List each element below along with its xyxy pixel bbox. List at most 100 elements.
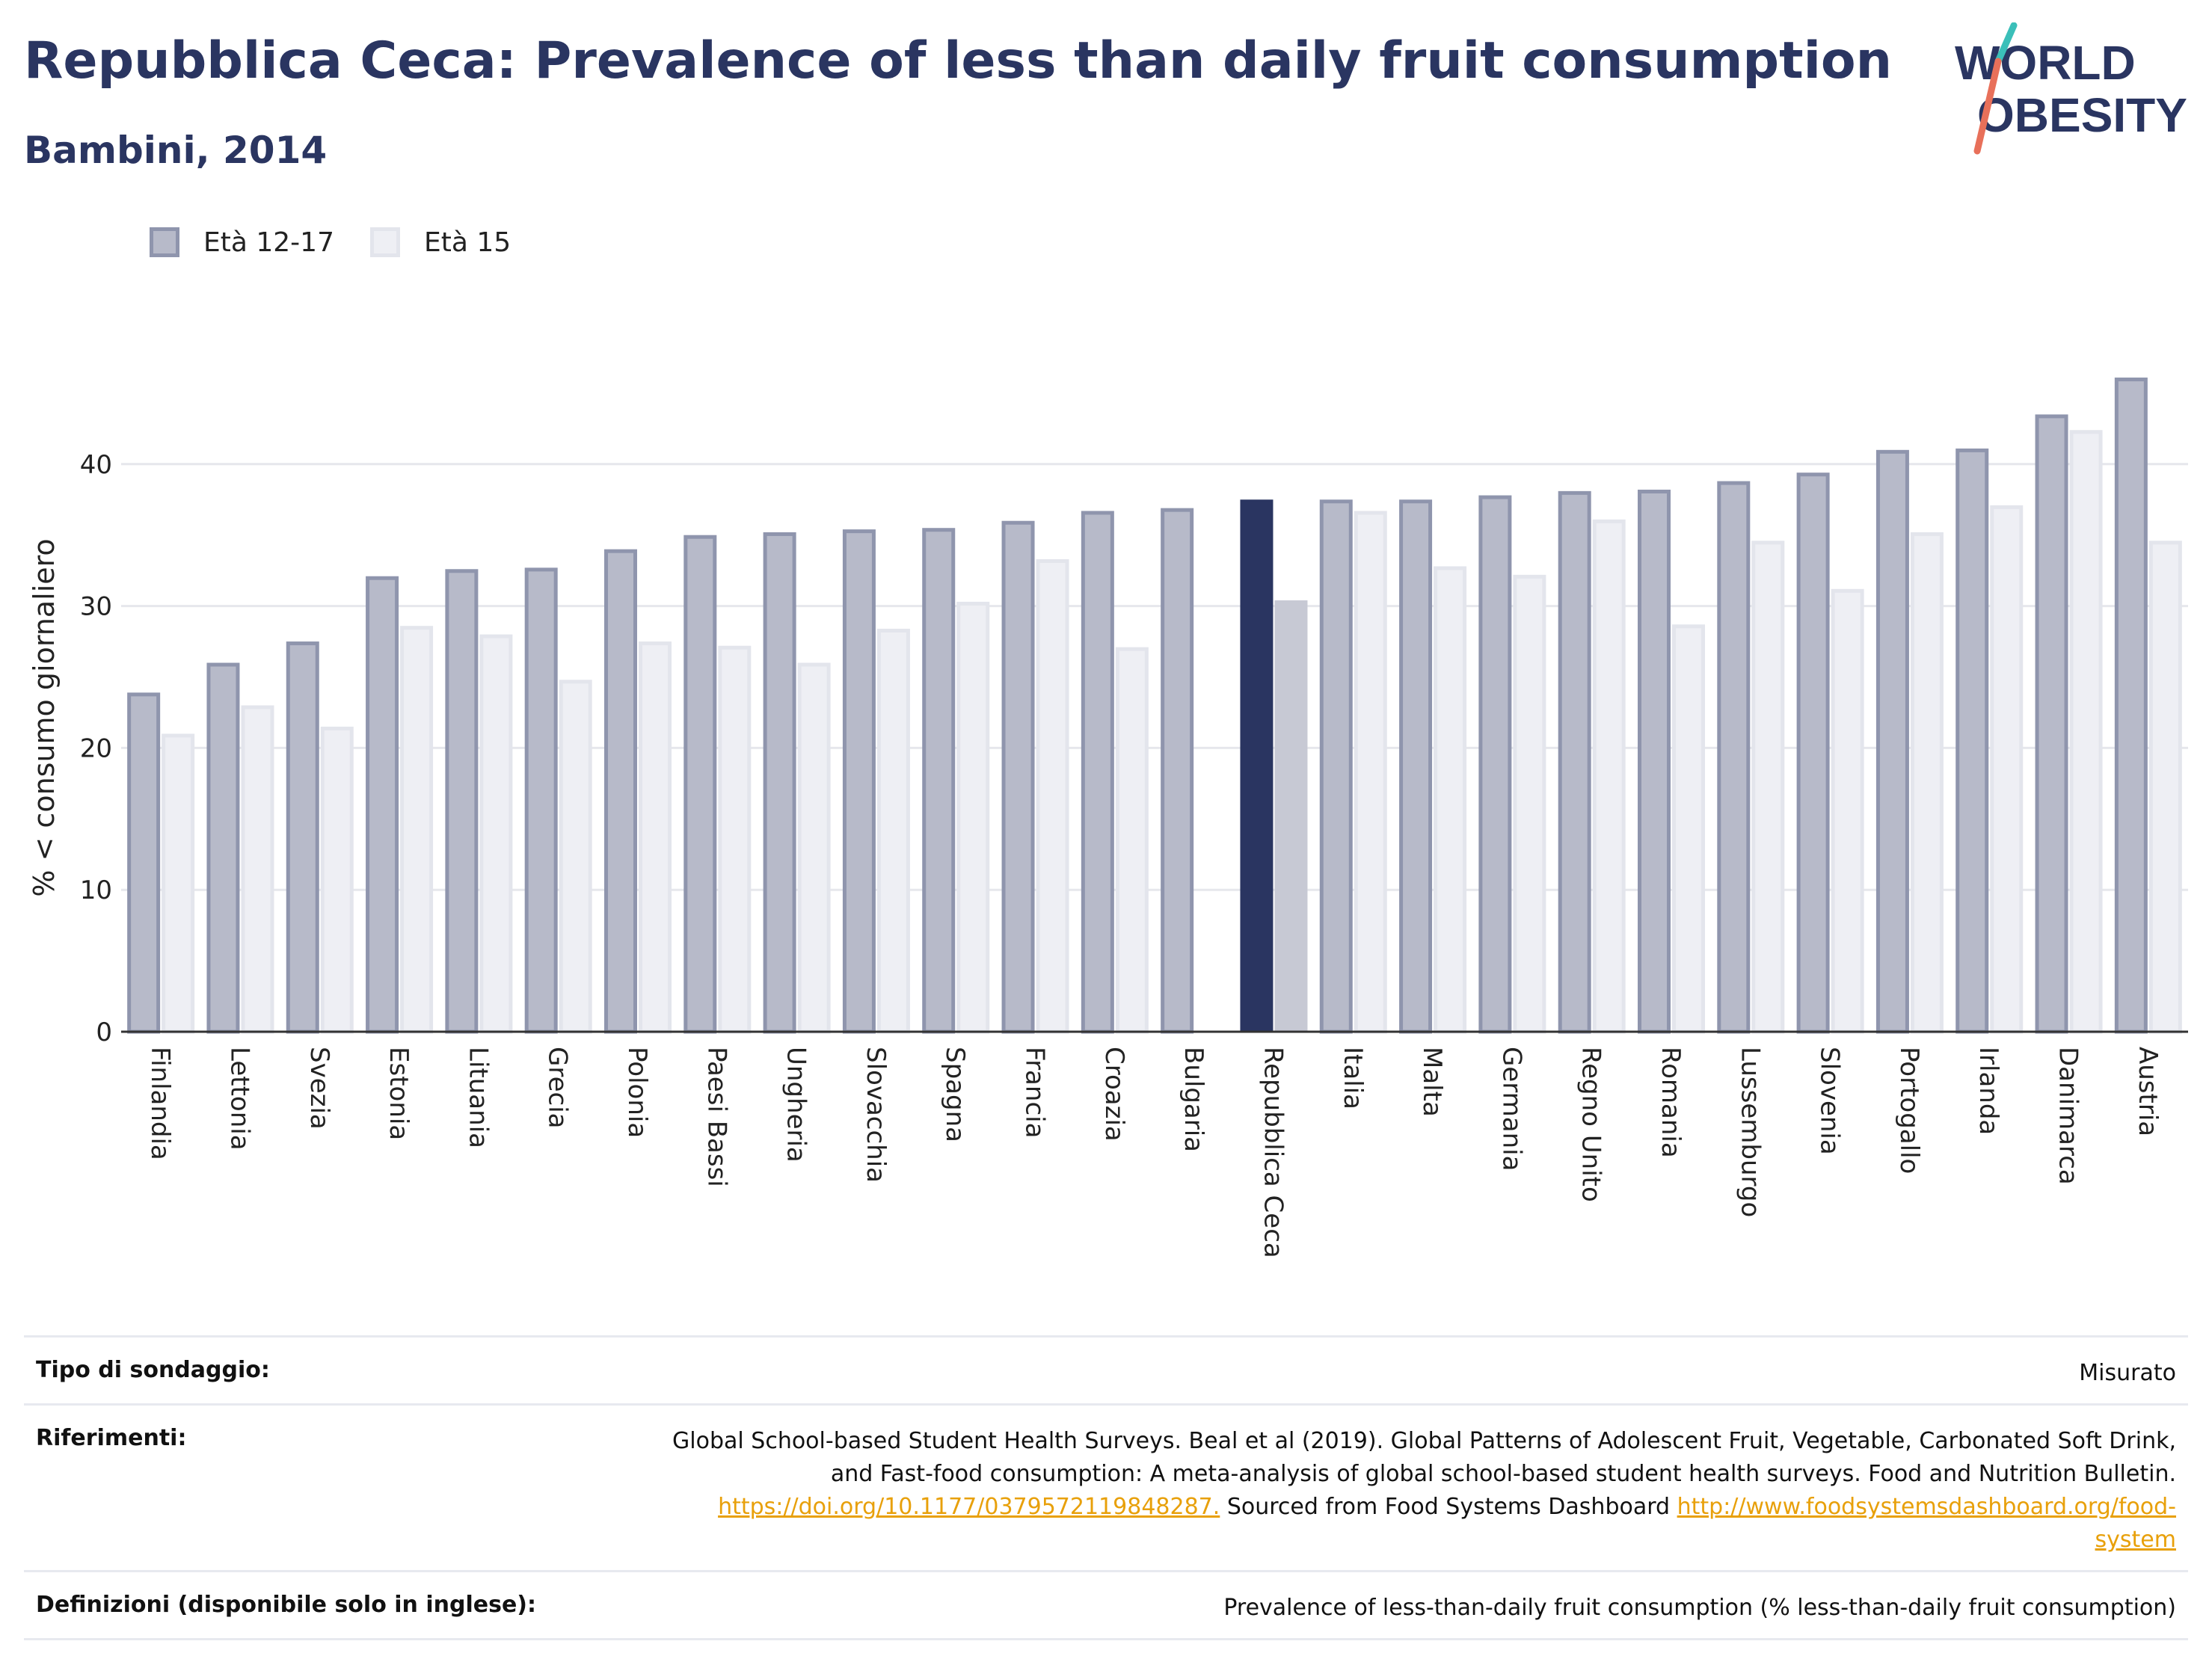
bar-series2 bbox=[797, 662, 831, 1034]
bar-series1 bbox=[922, 528, 956, 1034]
bar-series2 bbox=[1831, 588, 1864, 1034]
x-tick-label: Portogallo bbox=[1894, 1047, 1924, 1174]
x-tick-label: Repubblica Ceca bbox=[1258, 1047, 1288, 1258]
bar-series2 bbox=[320, 726, 354, 1034]
x-tick-label: Regno Unito bbox=[1576, 1047, 1606, 1202]
bar-series2 bbox=[1910, 532, 1944, 1034]
references-line2: and Fast-food consumption: A meta-analys… bbox=[830, 1461, 2176, 1487]
bar-series2 bbox=[1115, 647, 1149, 1034]
dashboard-link-cont[interactable]: system bbox=[2095, 1527, 2176, 1553]
bar-series1 bbox=[1558, 490, 1591, 1034]
x-tick-label: Francia bbox=[1020, 1047, 1050, 1138]
bar-series2 bbox=[876, 628, 910, 1034]
definitions-value: Prevalence of less-than-daily fruit cons… bbox=[1223, 1595, 2176, 1621]
x-tick-label: Svezia bbox=[304, 1047, 334, 1130]
bar-series2 bbox=[1990, 505, 2024, 1034]
footer-row-references: Riferimenti: Global School-based Student… bbox=[24, 1403, 2188, 1570]
bar-series2 bbox=[162, 733, 195, 1034]
bar-series2 bbox=[1354, 511, 1387, 1034]
bar-series1 bbox=[763, 532, 796, 1034]
y-axis-label: % < consumo giornaliero bbox=[28, 538, 61, 896]
bar-series1 bbox=[286, 641, 319, 1034]
x-tick-label: Paesi Bassi bbox=[701, 1047, 731, 1187]
bar-series2 bbox=[400, 626, 434, 1034]
bar-series2 bbox=[1434, 566, 1467, 1034]
legend-item-series1[interactable]: Età 12-17 bbox=[150, 227, 334, 258]
bar-series1 bbox=[206, 662, 240, 1034]
bar-series2 bbox=[241, 705, 274, 1034]
x-tick-label: Italia bbox=[1338, 1047, 1368, 1109]
page-title: Repubblica Ceca: Prevalence of less than… bbox=[24, 31, 1893, 90]
x-tick-label: Finlandia bbox=[145, 1047, 175, 1160]
dashboard-link[interactable]: http://www.foodsystemsdashboard.org/food… bbox=[1677, 1494, 2176, 1520]
legend-label-series1: Età 12-17 bbox=[203, 227, 334, 258]
x-tick-label: Irlanda bbox=[1973, 1047, 2003, 1135]
bar-series2 bbox=[1672, 624, 1705, 1034]
x-tick-label: Malta bbox=[1417, 1047, 1447, 1117]
bar-series2 bbox=[1274, 600, 1308, 1032]
references-label: Riferimenti: bbox=[36, 1425, 187, 1451]
y-tick-label: 20 bbox=[80, 733, 112, 763]
bar-series1 bbox=[1717, 481, 1751, 1034]
legend-swatch-series1 bbox=[150, 227, 179, 257]
legend-item-series2[interactable]: Età 15 bbox=[369, 227, 511, 258]
x-tick-label: Romania bbox=[1656, 1047, 1686, 1158]
y-tick-label: 0 bbox=[96, 1018, 112, 1047]
x-tick-label: Lettonia bbox=[224, 1047, 254, 1151]
chart-footer: Tipo di sondaggio: Misurato Riferimenti:… bbox=[24, 1335, 2188, 1640]
legend-swatch-series2 bbox=[369, 227, 400, 257]
bar-series2 bbox=[479, 634, 513, 1034]
x-tick-label: Germania bbox=[1496, 1047, 1526, 1171]
page-subtitle: Bambini, 2014 bbox=[24, 129, 328, 172]
legend-label-series2: Età 15 bbox=[423, 227, 511, 258]
logo-line2: OBESITY bbox=[1977, 88, 2187, 142]
bar-series2 bbox=[1036, 558, 1069, 1034]
bar-series1 bbox=[2114, 378, 2148, 1034]
x-tick-label: Ungheria bbox=[781, 1047, 811, 1163]
y-tick-label: 40 bbox=[80, 450, 112, 480]
references-sourced: Sourced from Food Systems Dashboard bbox=[1220, 1494, 1677, 1520]
bar-series2 bbox=[2069, 430, 2103, 1034]
logo-slash-teal bbox=[1994, 22, 2018, 65]
bar-series2 bbox=[1513, 574, 1546, 1034]
references-line1: Global School-based Student Health Surve… bbox=[672, 1428, 2176, 1454]
bar-series2 bbox=[639, 641, 672, 1034]
y-tick-label: 30 bbox=[80, 592, 112, 622]
bar-series1 bbox=[366, 576, 399, 1034]
bar-series1 bbox=[524, 567, 558, 1034]
bar-series1 bbox=[445, 569, 479, 1034]
bar-series1 bbox=[1638, 489, 1671, 1034]
bar-series1 bbox=[1001, 520, 1035, 1034]
x-tick-label: Lituania bbox=[463, 1047, 493, 1148]
bar-chart: 0 10 20 30 40 % < consumo giornaliero Finlandi… bbox=[28, 378, 2188, 1258]
logo-line1: WORLD bbox=[1955, 36, 2136, 90]
bar-series1 bbox=[1796, 473, 1830, 1034]
x-tick-label: Danimarca bbox=[2053, 1047, 2083, 1185]
x-tick-label: Polonia bbox=[622, 1047, 652, 1138]
x-tick-label: Lussemburgo bbox=[1735, 1047, 1765, 1217]
x-tick-label: Slovenia bbox=[1815, 1047, 1845, 1155]
references-value: Global School-based Student Health Surve… bbox=[672, 1425, 2176, 1557]
bar-series1 bbox=[1875, 449, 1909, 1034]
definitions-label: Definizioni (disponibile solo in inglese… bbox=[36, 1592, 536, 1618]
bar-series1 bbox=[604, 549, 637, 1034]
bar-series2 bbox=[956, 601, 990, 1034]
x-tick-label: Slovacchia bbox=[861, 1047, 891, 1183]
doi-link[interactable]: https://doi.org/10.1177/0379572119848287… bbox=[718, 1494, 1220, 1520]
x-tick-label: Estonia bbox=[384, 1047, 414, 1140]
footer-row-survey: Tipo di sondaggio: Misurato bbox=[24, 1335, 2188, 1403]
logo-slash-coral bbox=[1973, 58, 2002, 155]
survey-value: Misurato bbox=[2079, 1360, 2176, 1386]
bar-series2 bbox=[1751, 541, 1785, 1034]
bar-series1 bbox=[2035, 414, 2068, 1034]
x-tick-label: Austria bbox=[2133, 1047, 2163, 1136]
x-tick-label: Bulgaria bbox=[1179, 1047, 1208, 1152]
x-tick-label: Spagna bbox=[940, 1047, 970, 1142]
footer-row-definitions: Definizioni (disponibile solo in inglese… bbox=[24, 1570, 2188, 1640]
bar-series1 bbox=[127, 692, 161, 1034]
bar-series1 bbox=[1319, 499, 1353, 1034]
bar-series1 bbox=[842, 529, 876, 1034]
bar-series2 bbox=[718, 645, 752, 1034]
bar-series1 bbox=[1081, 511, 1114, 1034]
bar-series1 bbox=[1161, 508, 1194, 1034]
